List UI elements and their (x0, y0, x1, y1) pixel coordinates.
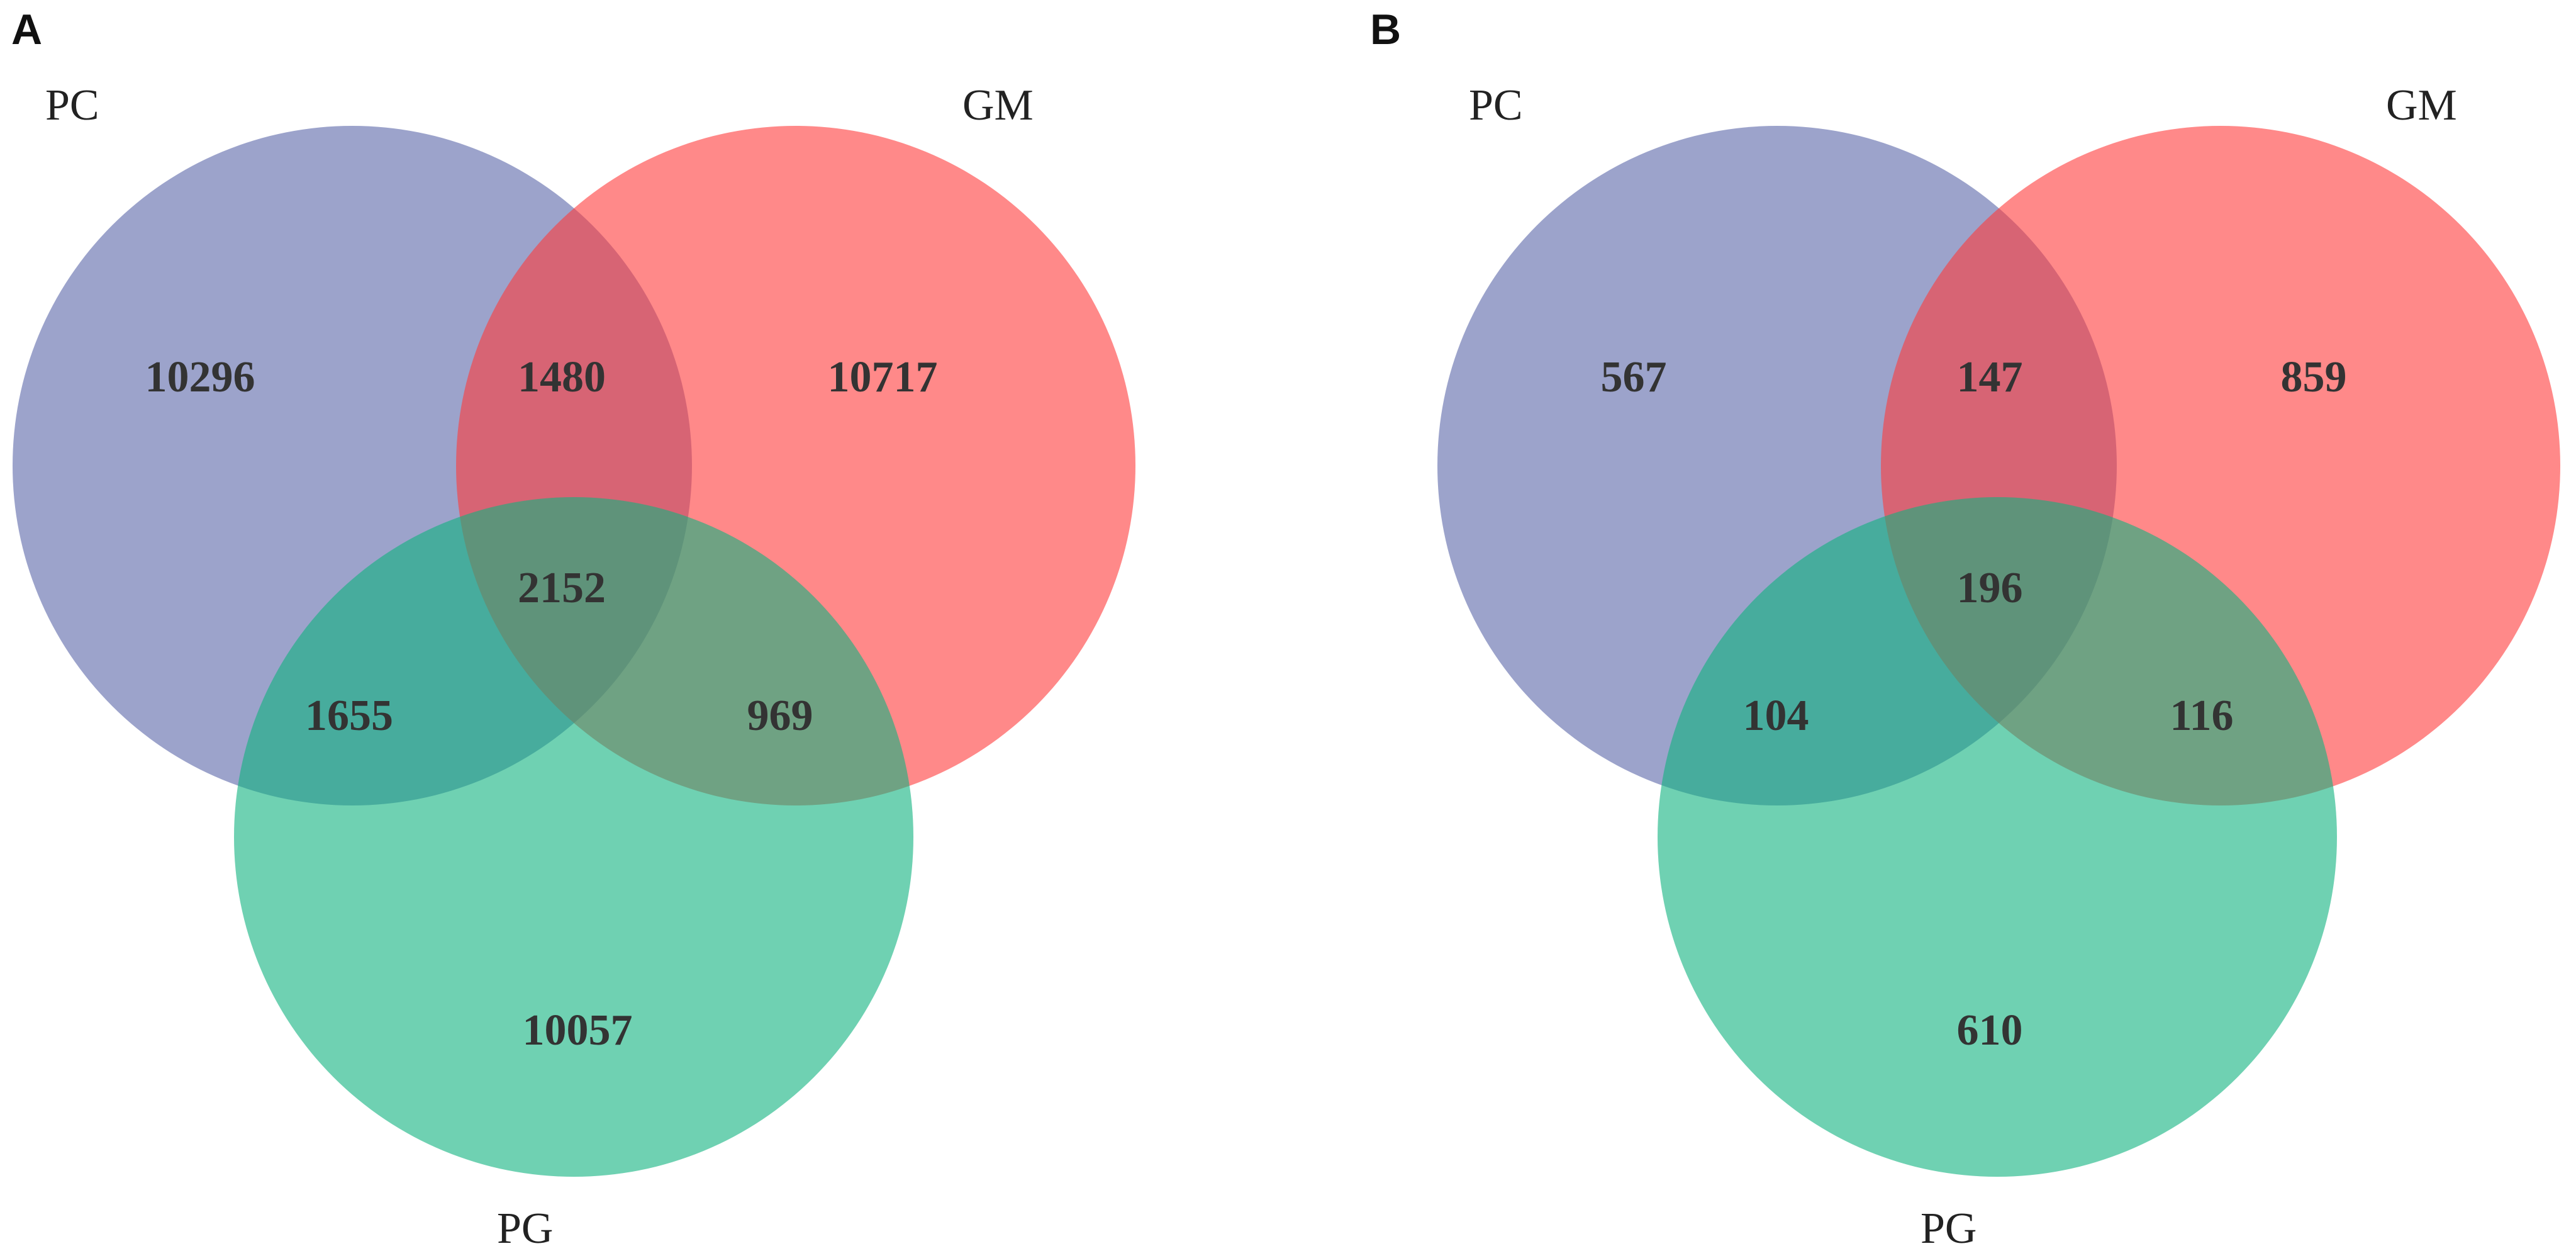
panel-b-count-all: 196 (1957, 564, 2023, 612)
panel-a-letter: A (11, 6, 42, 53)
panel-b-label-pg: PG (1921, 1204, 1977, 1251)
panel-b-letter: B (1370, 6, 1401, 53)
panel-b-count-pc-gm: 147 (1957, 353, 2023, 401)
panel-a-label-pc: PC (45, 81, 99, 130)
panel-a-label-gm: GM (962, 81, 1034, 130)
panel-a-count-pc-only: 10296 (145, 353, 255, 401)
panel-b-count-gm-only: 859 (2281, 353, 2347, 401)
panel-b-count-gm-pg: 116 (2170, 692, 2233, 740)
panel-b-circle-pg (1658, 497, 2337, 1177)
panel-a-count-pc-gm: 1480 (518, 353, 606, 401)
panel-b-count-pg-only: 610 (1957, 1006, 2023, 1055)
panel-a-circle-pg (234, 497, 913, 1177)
panel-b-label-pc: PC (1469, 81, 1523, 130)
panel-b-count-pc-pg: 104 (1743, 692, 1809, 740)
panel-b-label-gm: GM (2386, 81, 2457, 130)
panel-b-count-pc-only: 567 (1601, 353, 1667, 401)
panel-a-count-pg-only: 10057 (523, 1006, 633, 1055)
panel-b: B PC GM PG 567 147 859 196 104 116 610 (1370, 6, 2560, 1251)
panel-a: A PC GM PG 10296 1480 10717 2152 1655 96… (11, 6, 1135, 1251)
panel-a-count-gm-only: 10717 (828, 353, 938, 401)
panel-a-label-pg: PG (497, 1204, 553, 1251)
panel-a-count-gm-pg: 969 (747, 692, 813, 740)
panel-a-count-all: 2152 (518, 564, 606, 612)
panel-a-count-pc-pg: 1655 (305, 692, 393, 740)
